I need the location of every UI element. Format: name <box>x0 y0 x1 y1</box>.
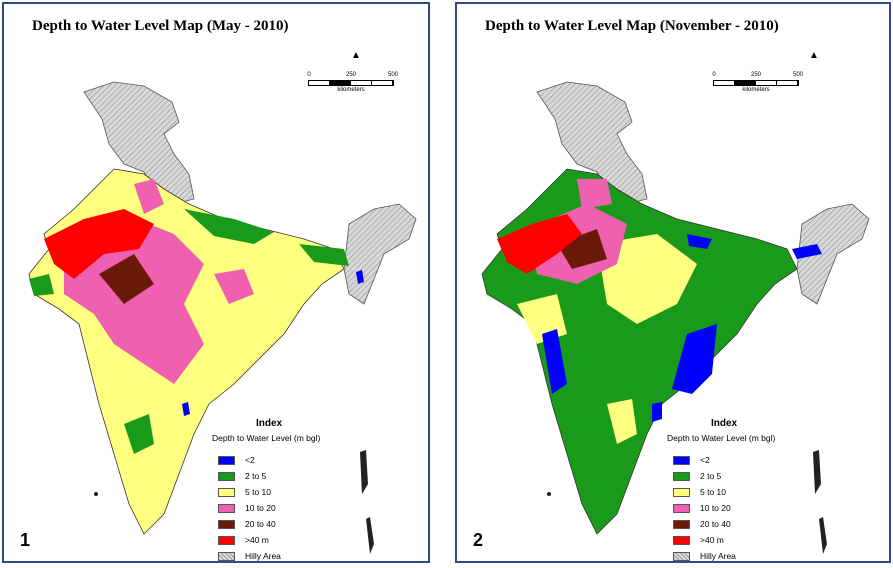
india-map-november <box>481 81 870 554</box>
map-panel-may: Depth to Water Level Map (May - 2010) ▲ … <box>2 2 430 563</box>
north-arrow-icon: ▲ <box>351 50 361 61</box>
scale-tick: 0 <box>712 72 716 78</box>
scale-tick: 0 <box>307 72 311 78</box>
legend-title: Index <box>256 418 283 429</box>
legend-subtitle: Depth to Water Level (m bgl) <box>667 433 776 443</box>
zone-below-2 <box>356 270 364 284</box>
zone-20-40 <box>99 254 154 304</box>
legend-title: Index <box>711 418 738 429</box>
islands-andaman <box>360 450 368 494</box>
india-map-may <box>28 81 417 554</box>
zone-5-10 <box>597 234 697 324</box>
scale-unit: kilometers <box>337 87 365 93</box>
islands-lakshadweep <box>94 492 98 496</box>
legend: Index Depth to Water Level (m bgl) <2 2 … <box>667 418 847 561</box>
zone-5-10-c <box>607 399 637 444</box>
legend-item: 5 to 10 <box>212 484 392 500</box>
hilly-area-north <box>83 81 195 205</box>
zone-2-5-east <box>299 244 349 266</box>
legend-item: 20 to 40 <box>667 516 847 532</box>
legend-item: 20 to 40 <box>212 516 392 532</box>
hilly-area-northeast <box>343 203 417 305</box>
legend-item: 10 to 20 <box>667 500 847 516</box>
islands-nicobar <box>819 517 827 554</box>
map-panel-november: Depth to Water Level Map (November - 201… <box>455 2 891 563</box>
hilly-area-north <box>536 81 648 205</box>
islands-lakshadweep <box>547 492 551 496</box>
map-title: Depth to Water Level Map (November - 201… <box>485 18 779 34</box>
legend-item: Hilly Area <box>667 548 847 561</box>
zone-2-5-west <box>29 274 54 296</box>
islands-andaman <box>813 450 821 494</box>
scale-unit: kilometers <box>742 87 770 93</box>
zone-above-40 <box>44 209 154 279</box>
zone-below-2-c <box>687 234 712 249</box>
zone-below-2-b <box>182 402 190 416</box>
legend-item: >40 m <box>212 532 392 548</box>
zone-below-2-e <box>652 402 662 422</box>
panel-number: 2 <box>473 530 484 550</box>
scale-bar: 0 250 500 kilometers <box>712 72 803 93</box>
legend-item: <2 <box>667 452 847 468</box>
zone-20-40 <box>557 229 607 269</box>
scale-tick: 250 <box>345 72 357 78</box>
hilly-area-northeast <box>796 203 870 305</box>
legend-item: 5 to 10 <box>667 484 847 500</box>
zone-above-40 <box>497 214 582 274</box>
scale-tick: 500 <box>387 72 399 78</box>
panel-number: 1 <box>20 530 31 550</box>
legend-item: <2 <box>212 452 392 468</box>
zone-2-5-south <box>124 414 154 454</box>
scale-bar: 0 250 500 kilometers <box>307 72 398 93</box>
legend-item: 10 to 20 <box>212 500 392 516</box>
map-title: Depth to Water Level Map (May - 2010) <box>32 18 289 34</box>
legend-subtitle: Depth to Water Level (m bgl) <box>212 433 321 443</box>
zone-below-2-d <box>792 244 822 259</box>
zone-2-5-north <box>184 209 274 244</box>
legend-item: Hilly Area <box>212 548 392 561</box>
zone-below-2 <box>542 329 567 394</box>
scale-tick: 500 <box>792 72 804 78</box>
zone-10-20-b <box>134 179 164 214</box>
zone-10-20-c <box>214 269 254 304</box>
legend-item: 2 to 5 <box>212 468 392 484</box>
zone-below-2-b <box>672 324 717 394</box>
north-arrow-icon: ▲ <box>809 50 819 61</box>
legend-item: >40 m <box>667 532 847 548</box>
islands-nicobar <box>366 517 374 554</box>
zone-10-20-b <box>577 179 612 209</box>
legend: Index Depth to Water Level (m bgl) <2 2 … <box>212 418 392 561</box>
legend-item: 2 to 5 <box>667 468 847 484</box>
scale-tick: 250 <box>750 72 762 78</box>
